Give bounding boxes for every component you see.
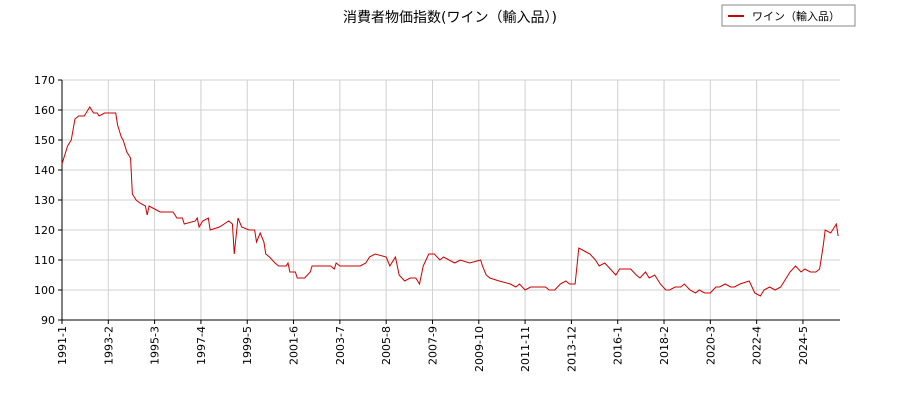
y-tick-label: 130 [34,194,55,207]
chart-title: 消費者物価指数(ワイン（輸入品）) [343,10,557,26]
y-tick-label: 100 [34,284,55,297]
x-tick-label: 2011-11 [519,326,532,372]
x-tick-label: 1991-1 [56,326,69,365]
line-series [61,106,839,297]
x-tick-label: 2009-10 [473,326,486,372]
x-tick-label: 1995-3 [149,326,162,365]
x-tick-label: 2018-2 [658,326,671,365]
x-tick-label: 1997-4 [195,326,208,365]
x-tick-label: 2020-3 [704,326,717,365]
x-tick-label: 1993-2 [102,326,115,365]
x-tick-label: 2003-7 [334,326,347,365]
x-tick-label: 2005-8 [380,326,393,365]
y-tick-label: 110 [34,254,55,267]
legend-box [721,4,856,27]
legend-label: ワイン（輸入品） [752,9,840,23]
x-tick-label: 1999-5 [241,326,254,365]
x-tick-label: 2013-12 [565,326,578,372]
x-tick-label: 2001-6 [288,326,301,365]
y-tick-label: 120 [34,224,55,237]
y-tick-label: 140 [34,164,55,177]
y-tick-label: 90 [41,314,55,327]
x-tick-label: 2016-1 [612,326,625,365]
x-tick-label: 2024-5 [797,326,810,365]
y-tick-label: 170 [34,74,55,87]
y-tick-label: 160 [34,104,55,117]
x-tick-label: 2007-9 [426,326,439,365]
y-tick-label: 150 [34,134,55,147]
x-tick-label: 2022-4 [751,326,764,365]
